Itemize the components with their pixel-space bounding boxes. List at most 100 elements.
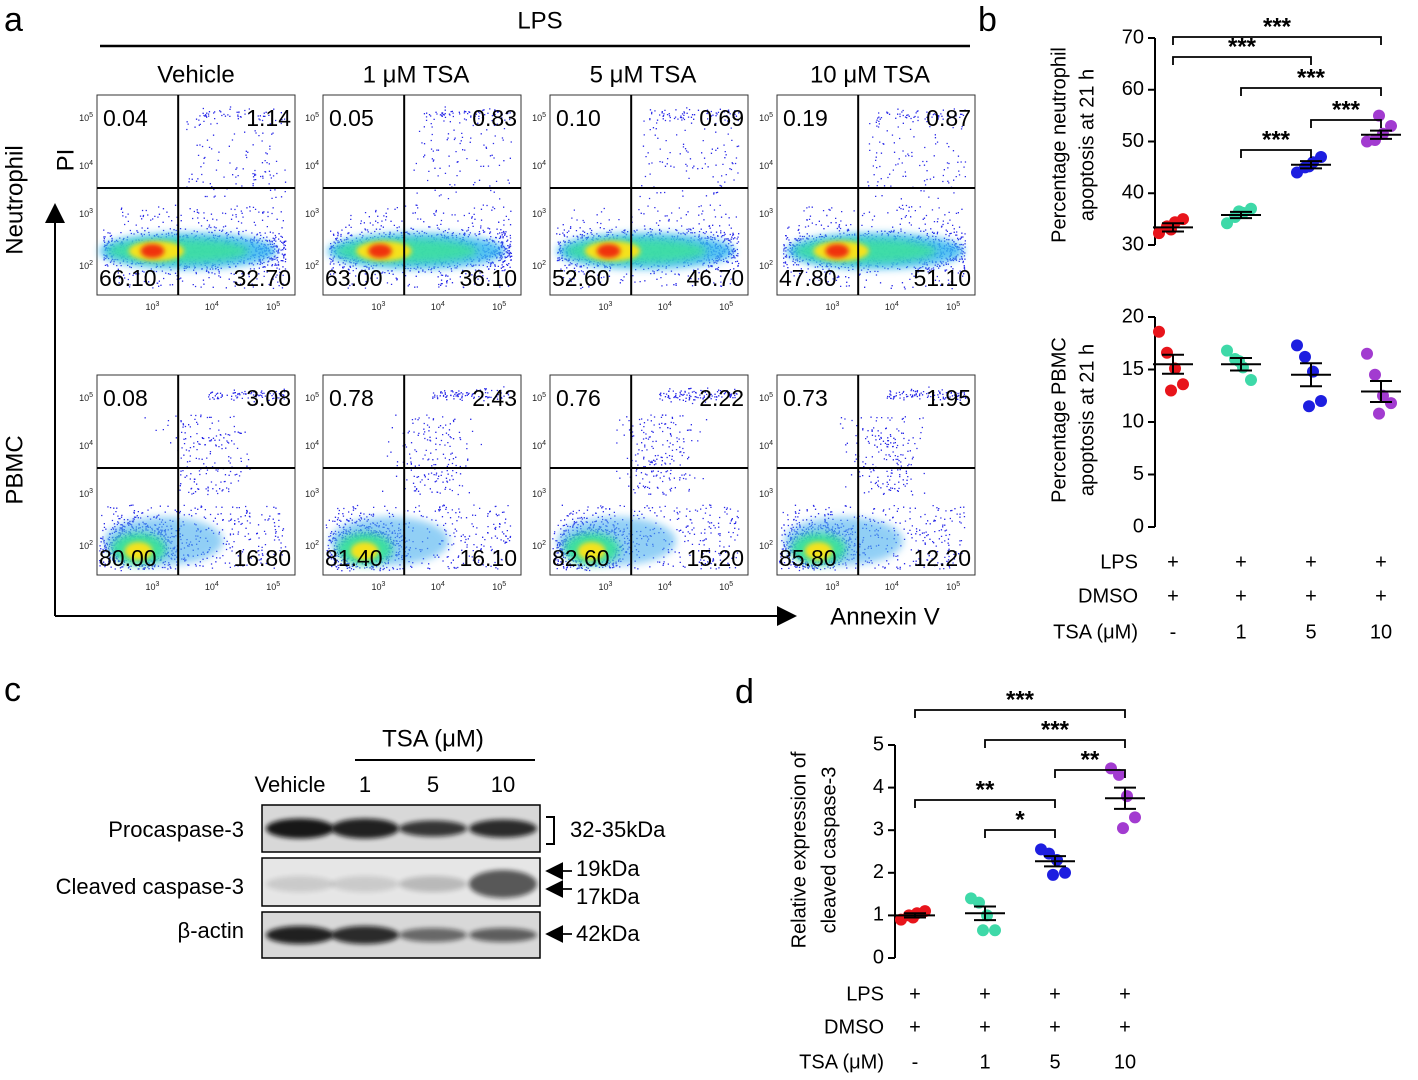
blot-band — [266, 818, 334, 839]
tick-exponent: 4 — [315, 440, 319, 447]
size-bracket — [546, 816, 555, 845]
tick-base: 10 — [431, 582, 441, 592]
tick-exponent: 4 — [668, 301, 672, 308]
tick-exponent: 2 — [315, 540, 319, 547]
tick-label: 105 — [305, 112, 319, 124]
lane-label: Vehicle — [255, 772, 326, 797]
tick-base: 10 — [305, 441, 315, 451]
quadrant-value: 1.14 — [246, 105, 291, 131]
tick-label: 104 — [205, 301, 219, 313]
blot-band — [331, 876, 399, 892]
tick-exponent: 4 — [895, 301, 899, 308]
significance-label: *** — [1297, 64, 1326, 91]
size-label: 19kDa — [576, 856, 640, 881]
tick-label: 103 — [759, 208, 773, 220]
quadrant-value: 15.20 — [686, 545, 744, 571]
tick-exponent: 2 — [542, 540, 546, 547]
tick-base: 10 — [305, 161, 315, 171]
tick-exponent: 4 — [895, 581, 899, 588]
tick-base: 10 — [79, 393, 89, 403]
tick-exponent: 2 — [769, 540, 773, 547]
tick-label: 105 — [492, 301, 506, 313]
tick-exponent: 3 — [381, 581, 385, 588]
tick-label: 105 — [492, 581, 506, 593]
y-tick-label: 0 — [873, 946, 884, 968]
data-point — [1369, 368, 1381, 381]
tick-exponent: 5 — [729, 301, 733, 308]
panel-label: b — [978, 1, 997, 39]
tick-base: 10 — [79, 161, 89, 171]
tick-label: 105 — [532, 392, 546, 404]
condition-value: + — [1305, 585, 1317, 607]
quadrant-value: 0.73 — [783, 385, 828, 411]
condition-value: 1 — [1235, 621, 1246, 643]
tick-base: 10 — [79, 209, 89, 219]
y-tick-label: 4 — [873, 776, 884, 798]
tick-base: 10 — [946, 582, 956, 592]
condition-value: + — [909, 1016, 921, 1038]
data-point — [1303, 400, 1315, 413]
tick-label: 103 — [532, 208, 546, 220]
quadrant-value: 0.76 — [556, 385, 601, 411]
tick-exponent: 4 — [89, 440, 93, 447]
column-header: 10 μM TSA — [810, 61, 930, 88]
blot-band — [266, 876, 334, 892]
significance-label: *** — [1041, 716, 1070, 743]
tick-base: 10 — [79, 489, 89, 499]
condition-value: + — [1235, 551, 1247, 573]
lane-label: 1 — [359, 772, 371, 797]
tick-label: 104 — [431, 581, 445, 593]
y-axis-label: Relative expression of — [788, 751, 810, 948]
row-label: Neutrophil — [1, 145, 28, 254]
data-point — [1047, 868, 1059, 881]
tick-label: 103 — [759, 488, 773, 500]
quadrant-value: 0.78 — [329, 385, 374, 411]
panel-label: c — [4, 671, 21, 709]
tick-base: 10 — [371, 302, 381, 312]
column-header: 1 μM TSA — [363, 61, 470, 88]
significance-label: *** — [1263, 13, 1292, 40]
condition-value: + — [1375, 551, 1387, 573]
data-point — [1315, 395, 1327, 407]
tick-exponent: 3 — [769, 488, 773, 495]
condition-value: 10 — [1114, 1051, 1136, 1073]
tick-label: 105 — [719, 581, 733, 593]
tick-exponent: 5 — [769, 392, 773, 399]
data-point — [1105, 762, 1117, 775]
tick-base: 10 — [266, 582, 276, 592]
quadrant-value: 2.43 — [472, 385, 517, 411]
significance-bracket — [1172, 56, 1312, 65]
tick-label: 104 — [532, 160, 546, 172]
quadrant-value: 47.80 — [779, 265, 837, 291]
tick-exponent: 5 — [276, 301, 280, 308]
tick-label: 104 — [885, 581, 899, 593]
tick-base: 10 — [79, 541, 89, 551]
tick-label: 103 — [825, 581, 839, 593]
tick-label: 103 — [371, 301, 385, 313]
y-tick-label: 0 — [1133, 515, 1144, 537]
y-axis-label: apoptosis at 21 h — [1076, 69, 1098, 221]
tick-exponent: 3 — [769, 208, 773, 215]
tick-exponent: 4 — [215, 301, 219, 308]
quadrant-value: 63.00 — [325, 265, 383, 291]
tick-label: 102 — [305, 540, 319, 552]
tick-label: 104 — [532, 440, 546, 452]
quadrant-value: 0.10 — [556, 105, 601, 131]
significance-bracket — [984, 739, 1126, 748]
tick-exponent: 5 — [502, 581, 506, 588]
tick-exponent: 4 — [668, 581, 672, 588]
tick-base: 10 — [759, 393, 769, 403]
density — [368, 244, 392, 258]
quadrant-value: 0.69 — [699, 105, 744, 131]
data-point — [1059, 866, 1071, 879]
tick-exponent: 3 — [315, 488, 319, 495]
tick-label: 105 — [266, 581, 280, 593]
tick-exponent: 4 — [769, 160, 773, 167]
condition-label: LPS — [846, 983, 884, 1005]
tick-exponent: 5 — [542, 112, 546, 119]
significance-label: ** — [1081, 746, 1100, 773]
tick-exponent: 2 — [89, 260, 93, 267]
condition-value: + — [1167, 585, 1179, 607]
density — [350, 542, 379, 560]
tick-label: 103 — [598, 301, 612, 313]
